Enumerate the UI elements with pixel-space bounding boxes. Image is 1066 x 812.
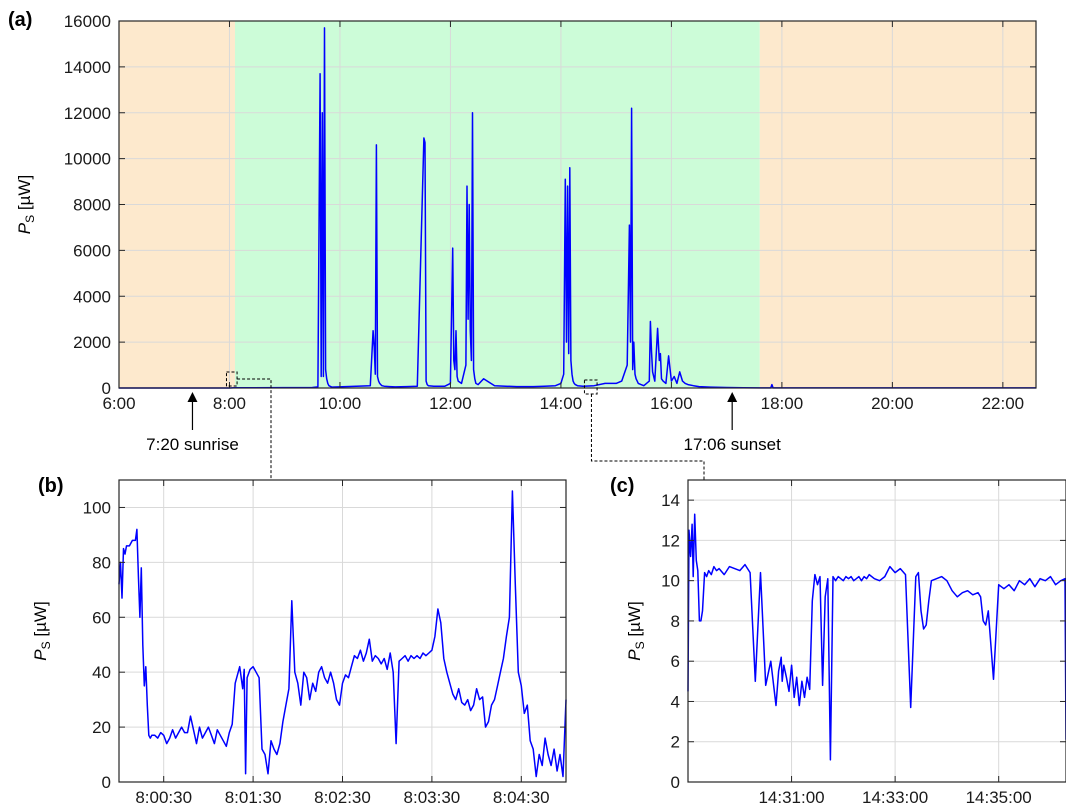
panel-c: 14:31:00 14:33:00 14:35:00 0 2 4 6 8 10 12 14 PS [µ… [610, 475, 1066, 807]
panel-b: 8:00:30 8:01:30 8:02:30 8:03:30 8:04:30 0 20 40… [31, 475, 567, 807]
panel-c-ylabel-sub: S [633, 641, 647, 649]
panel-c-ytick-label: 14 [661, 491, 680, 510]
panel-a-annot-label: 17:06 sunset [683, 435, 781, 454]
panel-a-ytick-label: 14000 [64, 58, 111, 77]
panel-b-ylabel-symbol: P [31, 649, 50, 661]
panel-a-ylabel-unit: [µW] [15, 175, 34, 215]
panel-b-ytick-label: 20 [92, 718, 111, 737]
panel-a-ylabel: PS [µW] [15, 175, 37, 234]
panel-a-xtick-label: 16:00 [650, 394, 693, 413]
panel-b-ytick-label: 40 [92, 663, 111, 682]
panel-b-xtick-label: 8:04:30 [493, 788, 550, 807]
panel-a-ylabel-sub: S [23, 215, 37, 223]
panel-c-ylabel-symbol: P [625, 649, 644, 661]
panel-b-label: (b) [38, 475, 64, 497]
panel-a-ytick-label: 2000 [73, 333, 111, 352]
panel-b-series-line [118, 490, 567, 778]
zoom-link-b [237, 378, 272, 480]
panel-b-xtick-label: 8:01:30 [225, 788, 282, 807]
panel-a-ytick-label: 10000 [64, 150, 111, 169]
panel-b-ytick-label: 80 [92, 553, 111, 572]
panel-a-annot-label: 7:20 sunrise [146, 435, 239, 454]
panel-a-ylabel-symbol: P [15, 222, 34, 234]
panel-c-ytick-label: 8 [671, 612, 680, 631]
panel-c-series-line [687, 513, 1066, 761]
panel-c-ytick-label: 2 [671, 733, 680, 752]
panel-c-ytick-label: 4 [671, 692, 680, 711]
panel-c-ytick-label: 0 [671, 773, 680, 792]
zoom-connectors [225, 371, 705, 480]
panel-a-xtick-label: 10:00 [319, 394, 362, 413]
panel-b-xtick-label: 8:00:30 [135, 788, 192, 807]
panel-c-ytick-label: 10 [661, 572, 680, 591]
panel-a-ytick-label: 8000 [73, 196, 111, 215]
panel-c-label: (c) [610, 475, 634, 497]
panel-a-xtick-label: 8:00 [213, 394, 246, 413]
panel-a-xtick-label: 20:00 [871, 394, 914, 413]
panel-b-ylabel-sub: S [39, 641, 53, 649]
panel-a-ytick-label: 12000 [64, 104, 111, 123]
panel-c-ylabel: PS [µW] [625, 601, 647, 660]
panel-b-ylabel: PS [µW] [31, 601, 53, 660]
panel-b-ylabel-unit: [µW] [31, 601, 50, 641]
panel-c-xtick-label: 14:33:00 [862, 788, 928, 807]
panel-a-annot-arrowhead [187, 392, 198, 402]
panel-b-ytick-label: 0 [102, 773, 111, 792]
panel-a-xtick-label: 14:00 [540, 394, 583, 413]
panel-a-annot-arrowhead [727, 392, 738, 402]
panel-b-ytick-label: 60 [92, 608, 111, 627]
panel-c-ytick-label: 6 [671, 652, 680, 671]
panel-c-ylabel-unit: [µW] [625, 601, 644, 641]
panel-a-label: (a) [8, 9, 32, 31]
panel-a-xtick-label: 12:00 [429, 394, 472, 413]
panel-a-ytick-label: 0 [102, 379, 111, 398]
panel-b-ytick-label: 100 [83, 498, 111, 517]
panel-b-xtick-label: 8:03:30 [404, 788, 461, 807]
panel-a: 6:00 8:00 10:00 12:00 14:00 16:00 18:00 20:00 22… [8, 9, 1037, 454]
panel-a-xtick-label: 6:00 [102, 394, 135, 413]
panel-c-axes-frame [687, 479, 1066, 783]
zoom-box-c [583, 379, 598, 395]
panel-c-xtick-label: 14:35:00 [966, 788, 1032, 807]
panel-a-xtick-label: 22:00 [982, 394, 1025, 413]
panel-b-xtick-label: 8:02:30 [314, 788, 371, 807]
panel-c-xtick-label: 14:31:00 [758, 788, 824, 807]
panel-a-ytick-label: 6000 [73, 241, 111, 260]
panel-a-ytick-label: 16000 [64, 12, 111, 31]
panel-a-ytick-label: 4000 [73, 287, 111, 306]
panel-a-xtick-label: 18:00 [761, 394, 804, 413]
panel-c-ytick-label: 12 [661, 531, 680, 550]
